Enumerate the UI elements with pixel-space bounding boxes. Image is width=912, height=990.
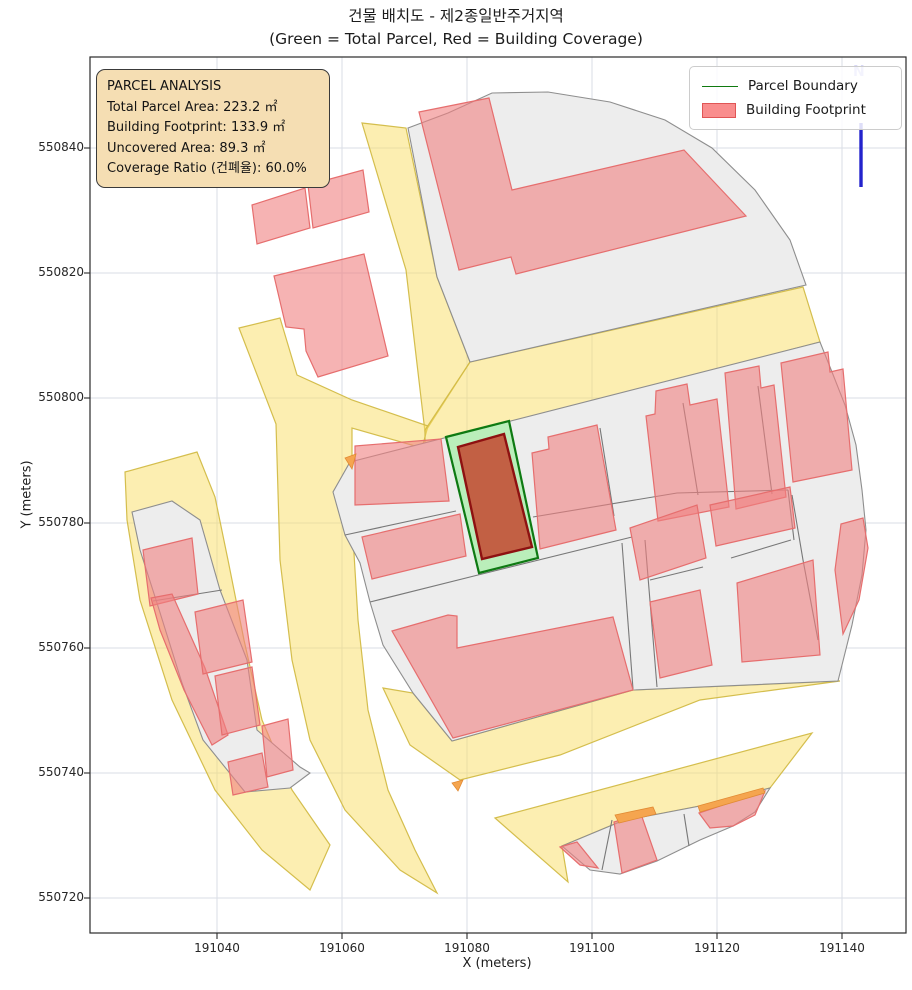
y-tick-label: 550840 [38,140,84,154]
annotation-coverage-ratio: Coverage Ratio (건폐율): 60.0% [107,161,307,176]
page-subtitle: (Green = Total Parcel, Red = Building Co… [269,30,643,48]
bldg-row2-a [629,504,707,581]
y-tick-label: 550780 [38,515,84,529]
parcel-analysis-annotation: PARCEL ANALYSIS Total Parcel Area: 223.2… [96,69,330,188]
legend: Parcel Boundary Building Footprint [689,66,902,130]
bldg-row3-b [736,559,821,663]
annotation-total-area: Total Parcel Area: 223.2 ㎡ [107,99,278,115]
parcel-boundary-line [730,539,792,559]
bldg-row2-left-b [361,513,467,580]
building-footprint-patch-swatch [702,102,736,118]
bldg-south-big [391,614,634,739]
bldg-col-2 [645,383,730,522]
y-tick-label: 550760 [38,640,84,654]
bldg-west-1 [142,537,199,607]
parcel-boundary-line [621,542,634,690]
plot-frame [89,56,907,934]
x-axis-label: X (meters) [462,956,532,971]
x-tick-label: 191140 [819,941,865,955]
bldg-west-2 [150,593,229,746]
bldg-east-wedge [834,517,869,637]
entrance-mark [451,779,464,792]
legend-label: Building Footprint [746,102,866,118]
x-tick-label: 191080 [444,941,490,955]
entrance-mark [344,453,357,470]
legend-item-building-footprint: Building Footprint [696,98,895,122]
legend-item-parcel-boundary: Parcel Boundary [696,74,895,98]
bldg-col-4 [780,351,853,483]
entrance-mark [614,806,657,824]
highlight-building-footprint [456,432,534,561]
page-title: 건물 배치도 - 제2종일반주거지역 [348,7,564,25]
parcel-boundary-line [477,536,633,576]
bldg-west-6 [227,752,269,796]
parcel-boundary-line [601,819,613,871]
bldg-strip-c [558,841,600,869]
legend-label: Parcel Boundary [748,78,858,94]
bldg-west-4 [214,666,261,736]
bldg-row3-a [649,589,713,679]
title-block: 건물 배치도 - 제2종일반주거지역 (Green = Total Parcel… [0,5,912,51]
y-tick-label: 550720 [38,890,84,904]
parcel-boundary-line [369,574,479,603]
bldg-west-5 [261,718,294,778]
bldg-col-1 [531,424,617,550]
bldg-nw-notched [273,253,389,378]
x-tick-label: 191040 [194,941,240,955]
bldg-row2-b [709,486,796,547]
parcel-boundary-line [599,427,615,517]
road-west-inner-ring [238,317,439,895]
y-tick-label: 550800 [38,390,84,404]
bldg-north-L [418,97,748,275]
parcel-boundary-line [683,813,690,847]
annotation-title: PARCEL ANALYSIS [107,79,222,94]
bldg-row1-left-a [354,438,450,506]
annotation-building-footprint: Building Footprint: 133.9 ㎡ [107,120,286,135]
y-tick-label: 550740 [38,765,84,779]
parcel-boundary-line [344,510,457,536]
parcel-boundary-line-swatch [702,85,738,87]
bldg-west-3 [194,599,253,675]
annotation-uncovered-area: Uncovered Area: 89.3 ㎡ [107,140,266,156]
x-tick-label: 191060 [319,941,365,955]
y-tick-label: 550820 [38,265,84,279]
x-tick-label: 191100 [569,941,615,955]
x-tick-label: 191120 [694,941,740,955]
parcel-boundary-line [649,566,704,581]
bldg-nw-small-1 [251,187,311,245]
entrance-mark [697,787,766,813]
